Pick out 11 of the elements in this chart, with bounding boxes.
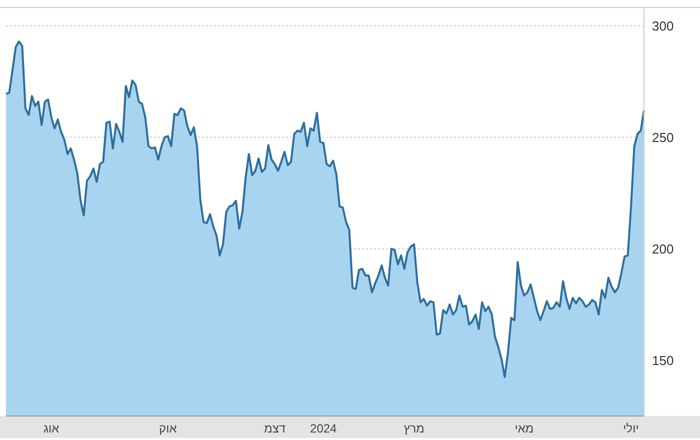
x-tick-label: 2024 — [310, 422, 338, 436]
x-tick-label: מרץ — [404, 422, 424, 436]
x-tick-label: יולי — [623, 422, 639, 436]
x-tick-label: מאי — [514, 422, 534, 436]
y-tick-label: 200 — [652, 241, 674, 256]
x-tick-label: אוק — [159, 422, 178, 436]
y-tick-label: 250 — [652, 130, 674, 145]
y-tick-label: 300 — [652, 18, 674, 34]
x-tick-label: דצמ — [264, 422, 286, 436]
y-tick-label: 150 — [652, 352, 674, 368]
x-tick-label: אוג — [43, 422, 60, 436]
